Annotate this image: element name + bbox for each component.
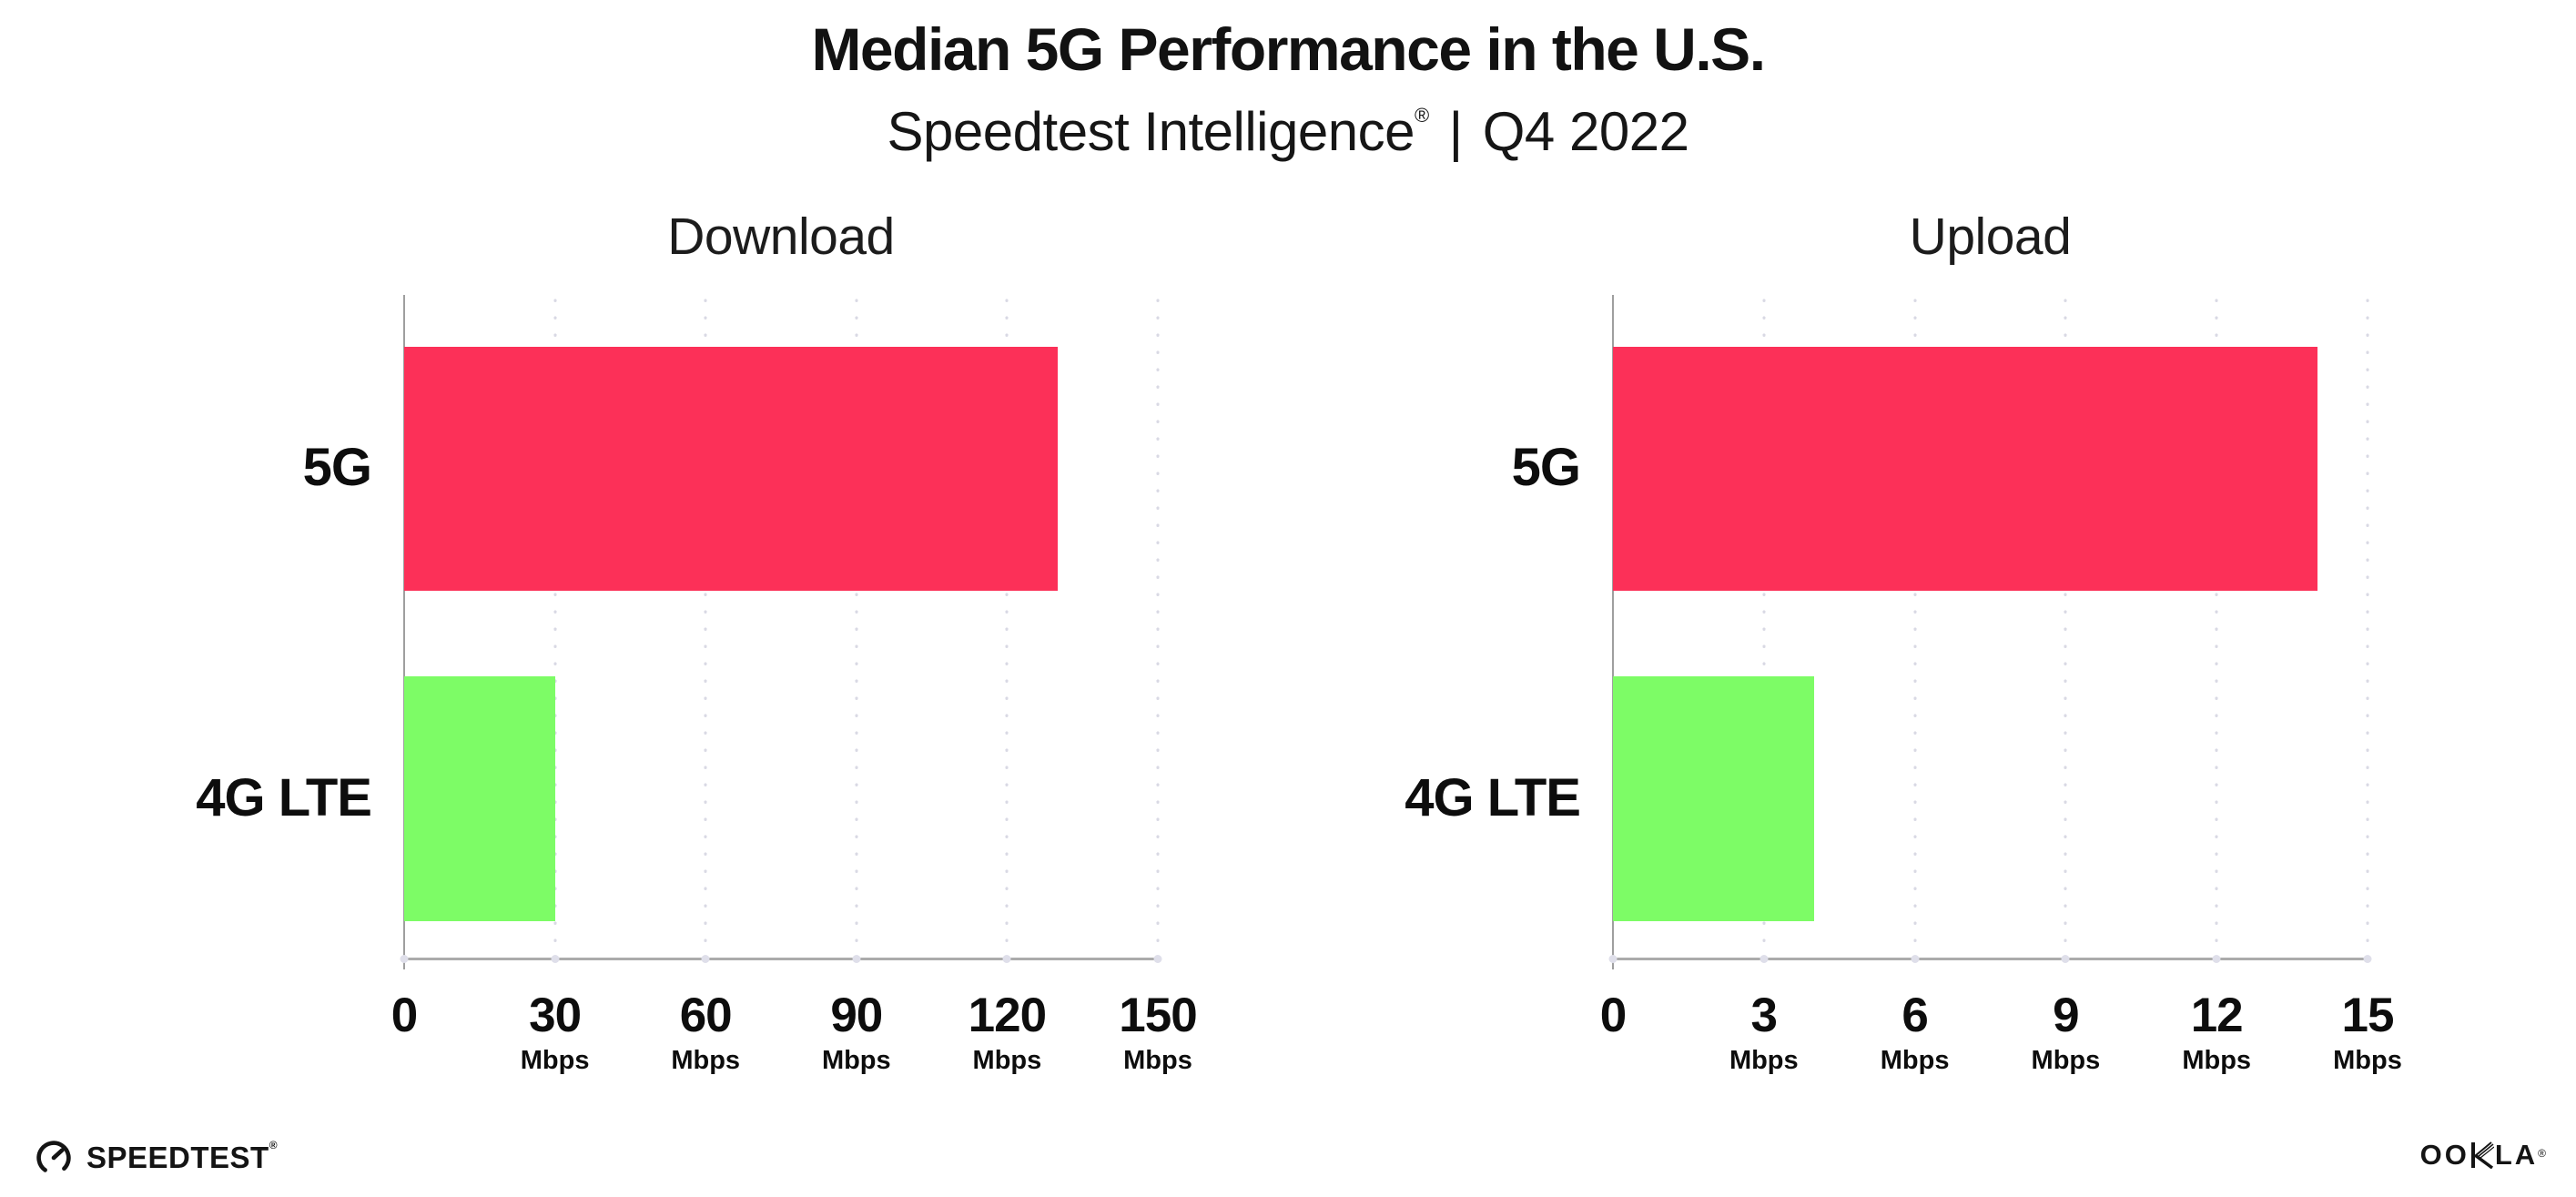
gridline-150 <box>1156 299 1160 959</box>
x-tick-15: 15 Mbps <box>2333 959 2402 1074</box>
x-tick-3: 3 Mbps <box>1729 959 1799 1074</box>
page-title: Median 5G Performance in the U.S. <box>811 15 1766 83</box>
upload-plot-area: 0 3 Mbps 6 Mbps 9 Mbps 12 Mbps 15 Mbps 5G 4G LTE <box>1405 295 2402 1074</box>
panel-title-download: Download <box>667 208 895 266</box>
x-axis-line <box>1612 958 2368 960</box>
speedtest-gauge-icon <box>35 1139 73 1177</box>
speedtest-trademark-symbol: ® <box>269 1139 279 1151</box>
x-tick-unit-60: Mbps <box>671 1046 741 1075</box>
x-tick-value-0: 0 <box>390 989 419 1042</box>
category-label-5g: 5G <box>1511 438 1581 498</box>
x-tick-150: 150 Mbps <box>1119 959 1197 1075</box>
x-tick-12: 12 Mbps <box>2182 959 2251 1074</box>
x-tick-unit-90: Mbps <box>821 1046 891 1075</box>
gridline-90 <box>855 299 858 959</box>
x-tick-unit-120: Mbps <box>972 1046 1042 1075</box>
y-axis-line <box>403 295 405 969</box>
ookla-wordmark-left: OO <box>2419 1139 2470 1171</box>
ookla-wordmark-right: LA <box>2494 1139 2539 1171</box>
axis-base-dot-6 <box>1911 955 1920 963</box>
gridline-12 <box>2215 299 2218 959</box>
x-tick-value-6: 6 <box>1902 989 1928 1042</box>
x-tick-value-12: 12 <box>2190 989 2244 1042</box>
bar-5g-download <box>404 346 1058 592</box>
x-tick-unit-3: Mbps <box>1729 1046 1799 1075</box>
x-tick-unit-9: Mbps <box>2031 1046 2101 1075</box>
x-tick-0: 0 <box>390 959 419 1042</box>
x-tick-value-120: 120 <box>968 989 1047 1042</box>
x-tick-unit-15: Mbps <box>2333 1046 2402 1075</box>
x-tick-value-150: 150 <box>1119 989 1197 1042</box>
x-tick-unit-6: Mbps <box>1880 1046 1950 1075</box>
x-tick-unit-12: Mbps <box>2182 1046 2252 1075</box>
x-tick-90: 90 Mbps <box>822 959 891 1074</box>
x-tick-9: 9 Mbps <box>2032 959 2101 1074</box>
axis-base-dot-12 <box>2212 955 2221 963</box>
axis-base-dot-15 <box>2363 955 2372 963</box>
bar-4g-lte-upload <box>1613 676 1815 921</box>
x-tick-6: 6 Mbps <box>1881 959 1950 1074</box>
axis-base-dot-9 <box>2061 955 2070 963</box>
x-tick-value-3: 3 <box>1750 989 1778 1042</box>
subtitle-brand: Speedtest Intelligence <box>887 101 1415 162</box>
page-subtitle: Speedtest Intelligence® | Q4 2022 <box>0 100 2576 163</box>
gridline-6 <box>1913 299 1917 959</box>
gridline-15 <box>2366 299 2369 959</box>
x-tick-0: 0 <box>1599 959 1628 1042</box>
subtitle-period: Q4 2022 <box>1482 101 1689 162</box>
axis-base-dot-0 <box>400 955 409 963</box>
axis-base-dot-120 <box>1002 955 1011 963</box>
bar-4g-lte-download <box>404 676 555 921</box>
ookla-trademark-symbol: ® <box>2538 1147 2546 1160</box>
gridline-60 <box>704 299 707 959</box>
x-tick-60: 60 Mbps <box>671 959 740 1074</box>
y-axis-line <box>1612 295 1614 969</box>
gridline-9 <box>2064 299 2067 959</box>
axis-base-dot-90 <box>852 955 861 963</box>
bar-5g-upload <box>1613 346 2317 592</box>
category-label-4g-lte: 4G LTE <box>1405 767 1581 827</box>
panel-title-upload: Upload <box>1909 208 2072 266</box>
x-tick-120: 120 Mbps <box>968 959 1047 1075</box>
subtitle-separator: | <box>1448 101 1464 162</box>
download-plot-area: 0 30 Mbps 60 Mbps 90 Mbps 120 Mbps 150 Mbps 5G 4G LT… <box>196 295 1198 1074</box>
gridline-30 <box>553 299 557 959</box>
x-tick-value-0: 0 <box>1599 989 1628 1042</box>
category-label-5g: 5G <box>302 438 372 498</box>
gridline-120 <box>1005 299 1009 959</box>
category-label-4g-lte: 4G LTE <box>196 767 372 827</box>
x-tick-unit-30: Mbps <box>520 1046 590 1075</box>
x-tick-value-9: 9 <box>2053 989 2079 1042</box>
axis-base-dot-60 <box>701 955 710 963</box>
axis-base-dot-30 <box>551 955 560 963</box>
x-tick-unit-150: Mbps <box>1123 1046 1192 1075</box>
ookla-k-icon <box>2470 1141 2495 1169</box>
upload-chart: Upload 0 3 Mbps 6 Mbps 9 Mbps 12 Mbps 15 Mbps 5G 4G … <box>1405 211 2402 1074</box>
axis-base-dot-0 <box>1608 955 1618 963</box>
axis-base-dot-3 <box>1760 955 1769 963</box>
gridline-3 <box>1762 299 1766 959</box>
ookla-logo: OO LA ® <box>2420 1139 2546 1172</box>
axis-base-dot-150 <box>1153 955 1162 963</box>
speedtest-wordmark: SPEEDTEST® <box>86 1139 279 1174</box>
registered-trademark-symbol: ® <box>1414 104 1429 127</box>
speedtest-logo: SPEEDTEST® <box>35 1139 278 1177</box>
x-axis-line <box>403 958 1158 960</box>
x-tick-30: 30 Mbps <box>521 959 590 1074</box>
x-tick-value-30: 30 <box>529 989 582 1042</box>
download-chart: Download 0 30 Mbps 60 Mbps 90 Mbps 120 Mbps 150 Mb… <box>196 211 1198 1074</box>
x-tick-value-60: 60 <box>679 989 733 1042</box>
x-tick-value-15: 15 <box>2341 989 2395 1042</box>
x-tick-value-90: 90 <box>830 989 883 1042</box>
